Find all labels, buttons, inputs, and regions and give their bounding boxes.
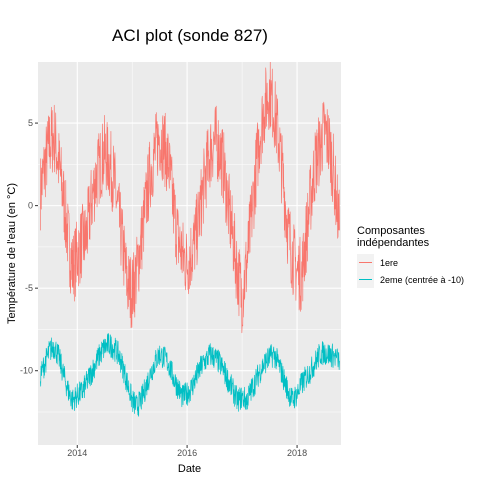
x-tick-label: 2016 bbox=[177, 448, 197, 458]
series-line-2 bbox=[40, 333, 340, 417]
legend: Composantes indépendantes 1ere 2eme (cent… bbox=[357, 225, 464, 288]
y-tick-label: 5 bbox=[28, 118, 33, 128]
legend-title-line-1: Composantes bbox=[357, 225, 425, 237]
x-axis-title: Date bbox=[178, 463, 201, 475]
x-tick-label: 2014 bbox=[67, 448, 87, 458]
y-tick-label: 0 bbox=[28, 201, 33, 211]
minor-gridlines bbox=[38, 62, 341, 445]
y-axis-ticks: -10 -5 0 5 bbox=[20, 118, 38, 376]
chart-title: ACI plot (sonde 827) bbox=[112, 26, 268, 45]
legend-label-2: 2eme (centrée à -10) bbox=[380, 275, 464, 285]
y-tick-label: -10 bbox=[20, 366, 33, 376]
series-layer bbox=[40, 62, 340, 417]
x-axis-ticks: 2014 2016 2018 bbox=[67, 445, 307, 458]
series-line-1 bbox=[40, 62, 340, 334]
y-axis-title: Température de l'eau (en °C) bbox=[6, 183, 18, 324]
y-tick-label: -5 bbox=[25, 283, 33, 293]
legend-title-line-2: indépendantes bbox=[357, 237, 430, 249]
legend-label-1: 1ere bbox=[380, 258, 398, 268]
legend-items: 1ere 2eme (centrée à -10) bbox=[357, 254, 464, 288]
x-tick-label: 2018 bbox=[287, 448, 307, 458]
